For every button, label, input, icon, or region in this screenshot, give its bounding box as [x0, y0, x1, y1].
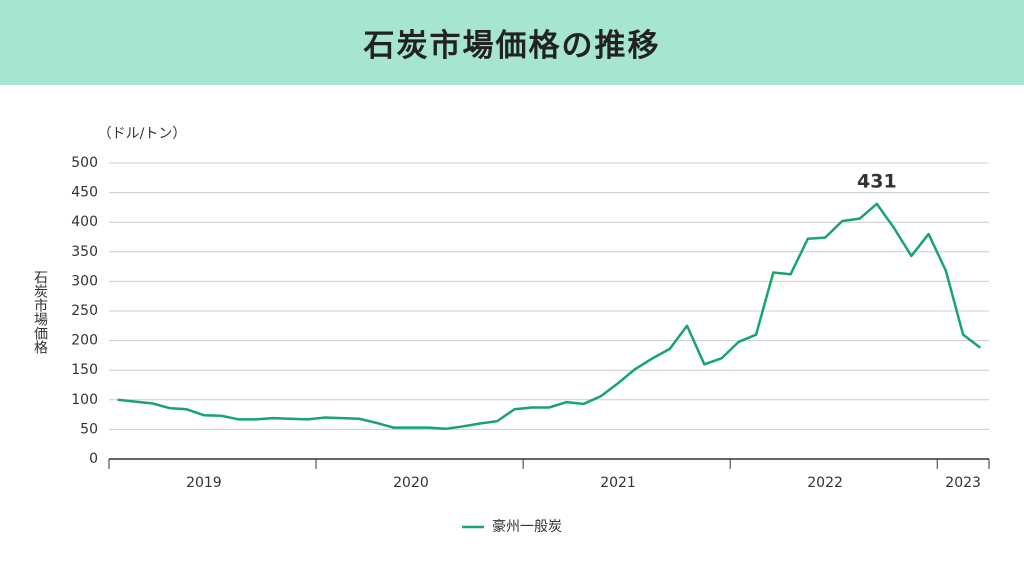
y-tick-label: 250 — [71, 303, 98, 319]
y-tick-label: 200 — [71, 333, 98, 349]
y-tick-label: 300 — [71, 273, 98, 289]
x-tick-label: 2021 — [600, 475, 636, 491]
x-tick-label: 2022 — [807, 475, 843, 491]
x-tick-label: 2019 — [186, 475, 222, 491]
y-tick-label: 100 — [71, 392, 98, 408]
chart-title: 石炭市場価格の推移 — [0, 0, 1024, 85]
y-tick-label: 350 — [71, 244, 98, 260]
y-axis-title: 石炭市場価格 — [32, 270, 48, 354]
y-tick-label: 450 — [71, 185, 98, 201]
x-tick-label: 2020 — [393, 475, 429, 491]
peak-label: 431 — [857, 170, 897, 192]
legend-label: 豪州一般炭 — [492, 519, 562, 535]
unit-label: （ドル/トン） — [98, 126, 187, 142]
y-tick-label: 0 — [89, 451, 98, 467]
y-tick-label: 150 — [71, 362, 98, 378]
y-tick-label: 50 — [80, 421, 98, 437]
series-line — [117, 202, 982, 431]
x-tick-label: 2023 — [945, 475, 981, 491]
y-tick-label: 400 — [71, 214, 98, 230]
y-tick-label: 500 — [71, 155, 98, 171]
